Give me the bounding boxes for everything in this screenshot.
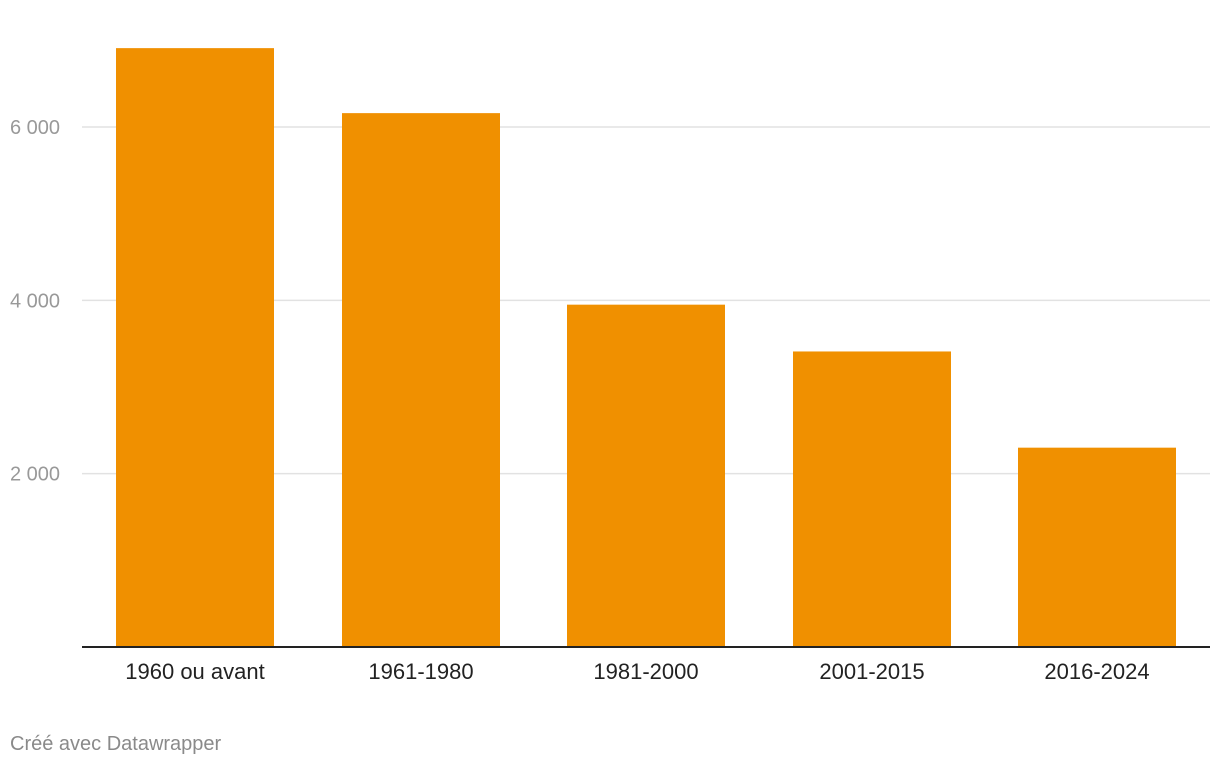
y-tick-label: 4 000: [10, 290, 60, 312]
x-category-label: 1981-2000: [593, 659, 698, 684]
y-tick-label: 2 000: [10, 464, 60, 486]
y-axis-tick-labels: 2 000 4 000 6 000: [10, 117, 60, 486]
x-category-label: 2001-2015: [819, 659, 924, 684]
bar: [116, 48, 274, 647]
bar: [1018, 447, 1176, 647]
bar: [567, 304, 725, 647]
y-tick-label: 6 000: [10, 117, 60, 139]
bars: [116, 48, 1176, 648]
datawrapper-credit: Créé avec Datawrapper: [10, 733, 222, 755]
x-axis-category-labels: 1960 ou avant 1961-1980 1981-2000 2001-2015…: [125, 659, 1149, 684]
x-category-label: 1961-1980: [368, 659, 473, 684]
bar: [342, 113, 500, 648]
x-category-label: 2016-2024: [1044, 659, 1149, 684]
x-category-label: 1960 ou avant: [125, 659, 264, 684]
bar: [793, 351, 951, 647]
